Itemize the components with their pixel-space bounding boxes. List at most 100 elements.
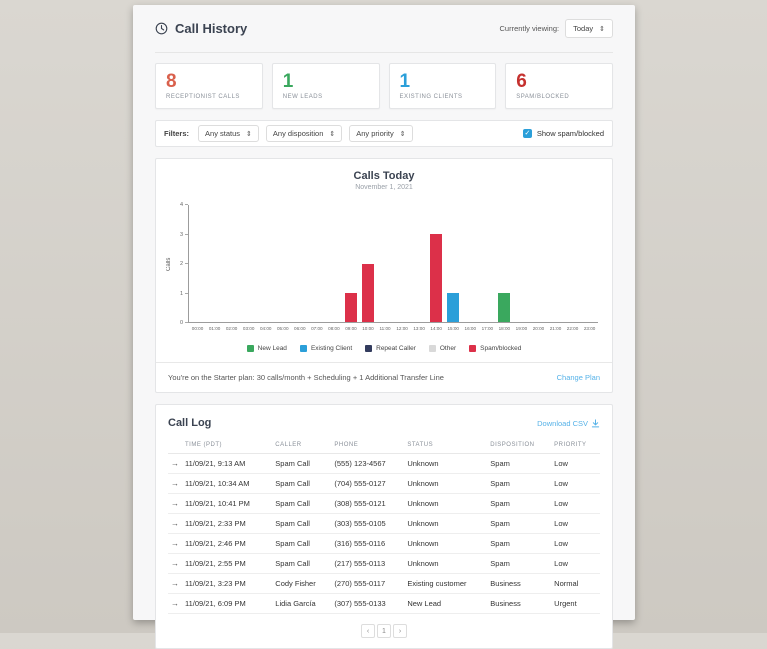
- table-cell: 11/09/21, 2:46 PM: [182, 533, 273, 554]
- table-header-cell: PRIORITY: [551, 437, 600, 454]
- x-tick-label: 14:00: [430, 326, 442, 331]
- chevron-updown-icon: ⇕: [599, 25, 605, 33]
- x-tick-label: 10:00: [362, 326, 374, 331]
- table-row[interactable]: → 11/09/21, 9:13 AM Spam Call (555) 123-456…: [168, 453, 600, 474]
- y-tick-label: 4: [179, 202, 183, 208]
- y-tick-label: 3: [179, 231, 183, 238]
- table-row[interactable]: → 11/09/21, 2:46 PM Spam Call (316) 555-011…: [168, 533, 600, 554]
- filter-select[interactable]: Any status ⇕: [198, 125, 259, 142]
- table-row[interactable]: → 11/09/21, 3:23 PM Cody Fisher (270) 555-0…: [168, 573, 600, 594]
- chart-bar: [361, 263, 375, 322]
- y-tick-mark: [185, 263, 188, 264]
- legend-item: Other: [428, 345, 456, 352]
- table-cell: Lidia García: [272, 593, 332, 614]
- download-csv-link[interactable]: Download CSV: [537, 419, 600, 428]
- x-tick-label: 18:00: [498, 326, 511, 331]
- table-cell: 11/09/21, 10:41 PM: [182, 493, 273, 514]
- table-cell: Spam: [487, 473, 552, 494]
- x-tick-label: 11:00: [379, 326, 391, 331]
- chart-hour-slot: 07:00: [308, 205, 325, 331]
- page-prev-button[interactable]: ‹: [361, 624, 375, 638]
- chevron-updown-icon: ⇕: [329, 130, 336, 138]
- legend-swatch: [299, 345, 307, 352]
- table-row[interactable]: → 11/09/21, 2:55 PM Spam Call (217) 555-011…: [168, 553, 600, 574]
- table-cell: 11/09/21, 2:55 PM: [182, 553, 273, 574]
- clock-icon: [155, 22, 168, 35]
- table-row[interactable]: → 11/09/21, 10:34 AM Spam Call (704) 555-01…: [168, 473, 600, 494]
- chart-legend: New Lead Existing Client Repeat Caller Othe…: [156, 339, 612, 362]
- table-cell: Spam: [487, 513, 552, 534]
- table-cell: (270) 555-0117: [331, 573, 405, 594]
- table-row[interactable]: → 11/09/21, 6:09 PM Lidia García (307) 555-…: [168, 593, 600, 614]
- table-cell: (303) 555-0105: [331, 513, 405, 534]
- table-cell: Low: [551, 533, 600, 554]
- chart-hour-slot: 05:00: [274, 205, 291, 331]
- currently-viewing-label: Currently viewing:: [499, 24, 560, 33]
- page-current-button[interactable]: 1: [377, 624, 391, 638]
- chart-hour-slot: 11:00: [377, 205, 394, 331]
- filter-selects: Any status ⇕ Any disposition ⇕ Any priority ⇕: [198, 125, 413, 142]
- table-cell: Spam: [487, 493, 552, 514]
- y-tick-mark: [185, 292, 188, 294]
- y-tick-mark: [185, 233, 188, 235]
- filter-select[interactable]: Any priority ⇕: [349, 125, 413, 142]
- chart-bar: [344, 292, 358, 322]
- filter-select[interactable]: Any disposition ⇕: [265, 125, 343, 142]
- chart-hour-slot: 12:00: [394, 205, 411, 331]
- row-arrow-icon: →: [168, 473, 182, 494]
- filters-bar: Filters: Any status ⇕ Any disposition ⇕ Any …: [155, 120, 613, 147]
- page-title: Call History: [175, 21, 248, 36]
- stat-card: 8 RECEPTIONIST CALLS: [155, 63, 263, 109]
- y-tick-label: 2: [179, 261, 183, 267]
- stat-label: NEW LEADS: [282, 94, 323, 100]
- row-arrow-icon: →: [168, 453, 182, 474]
- table-cell: Unknown: [404, 553, 488, 574]
- table-cell: 11/09/21, 6:09 PM: [182, 593, 273, 614]
- table-row[interactable]: → 11/09/21, 2:33 PM Spam Call (303) 555-010…: [168, 513, 600, 534]
- table-cell: Urgent: [551, 593, 600, 614]
- table-cell: 11/09/21, 9:13 AM: [182, 453, 273, 474]
- legend-item: Repeat Caller: [365, 345, 416, 352]
- call-log-card: Call Log Download CSV TIME (PDT) CALLER PH…: [155, 404, 613, 649]
- x-tick-label: 16:00: [464, 326, 477, 331]
- y-axis-ticks: 0 1 2 3 4: [172, 202, 188, 326]
- x-tick-label: 17:00: [481, 326, 494, 331]
- show-spam-checkbox[interactable]: ✓ Show spam/blocked: [522, 129, 604, 138]
- chart-plot: 00:00 01:00 02:00 03:00 04:00 05:00 06:00 07:00…: [188, 205, 598, 331]
- chart-hour-slot: 00:00: [189, 205, 206, 331]
- table-cell: Low: [551, 553, 600, 574]
- chart-hour-slot: 02:00: [223, 205, 240, 331]
- table-cell: Spam: [487, 453, 552, 474]
- filter-select-value: Any priority: [356, 129, 394, 138]
- table-cell: Business: [487, 593, 552, 614]
- stat-value: 1: [282, 71, 294, 92]
- row-arrow-icon: →: [168, 593, 182, 614]
- table-header-row: TIME (PDT) CALLER PHONE STATUS DISPOSITION PR…: [168, 437, 600, 454]
- chevron-updown-icon: ⇕: [246, 130, 252, 138]
- table-header-cell: PHONE: [331, 437, 405, 454]
- plan-row: You're on the Starter plan: 30 calls/mon…: [156, 362, 612, 392]
- change-plan-link[interactable]: Change Plan: [556, 373, 600, 382]
- viewing-period-select[interactable]: Today ⇕: [565, 19, 613, 38]
- chart-hour-slot: 22:00: [564, 205, 581, 331]
- x-tick-label: 08:00: [328, 326, 340, 331]
- x-tick-label: 21:00: [549, 326, 562, 331]
- legend-label: Existing Client: [310, 345, 353, 352]
- table-cell: Low: [551, 453, 600, 474]
- table-cell: Spam Call: [272, 513, 332, 534]
- table-cell: Spam: [487, 533, 552, 554]
- table-cell: Unknown: [404, 453, 488, 474]
- stat-value: 1: [399, 71, 411, 92]
- pagination: ‹ 1 ›: [168, 624, 600, 638]
- legend-swatch: [365, 345, 373, 352]
- x-tick-label: 00:00: [191, 326, 204, 331]
- stat-label: RECEPTIONIST CALLS: [166, 94, 240, 100]
- page-next-button[interactable]: ›: [393, 624, 407, 638]
- x-tick-label: 06:00: [294, 326, 306, 331]
- table-row[interactable]: → 11/09/21, 10:41 PM Spam Call (308) 555-01…: [168, 493, 600, 514]
- legend-label: Spam/blocked: [480, 345, 522, 352]
- legend-label: New Lead: [257, 345, 287, 352]
- table-cell: (704) 555-0127: [331, 473, 405, 494]
- chart-hour-slot: 21:00: [547, 205, 564, 331]
